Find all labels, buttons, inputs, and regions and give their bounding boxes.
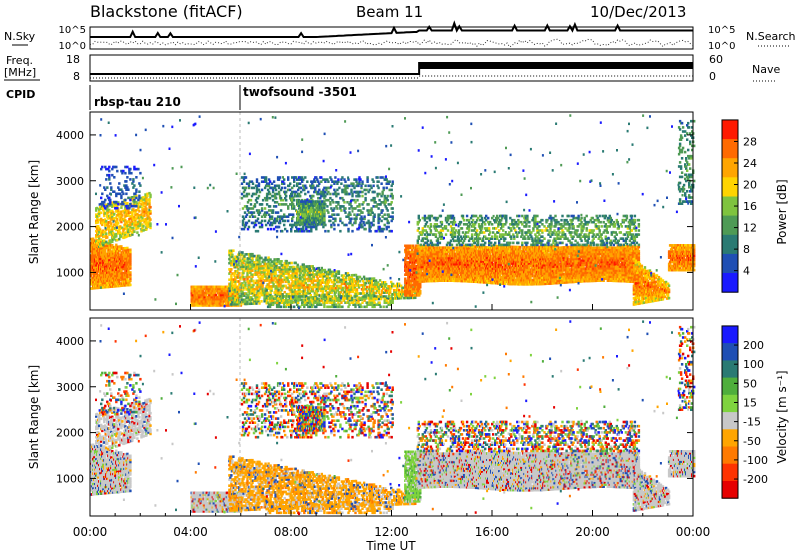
colorbar-tick-label: 200 [743, 339, 764, 352]
colorbar-segment [722, 158, 738, 178]
noise-sky-trace [90, 23, 693, 37]
freq-right-tick-low: 0 [709, 70, 716, 83]
colorbar-segment [722, 378, 738, 396]
colorbar-segment [722, 412, 738, 430]
colorbar-tick-label: -100 [743, 454, 768, 467]
y-tick-label: 4000 [56, 335, 84, 348]
x-tick-label: 00:00 [676, 525, 711, 539]
noise-right-tick-high: 10^5 [708, 25, 735, 36]
colorbar-tick-label: 28 [743, 135, 757, 148]
colorbar-tick-label: -15 [743, 416, 761, 429]
power-echo-map [90, 114, 695, 309]
date-title: 10/Dec/2013 [590, 3, 686, 21]
x-tick-label: 08:00 [274, 525, 309, 539]
y-tick-label: 2000 [56, 221, 84, 234]
colorbar-tick-label: 20 [743, 179, 757, 192]
colorbar-tick-label: -50 [743, 435, 761, 448]
y-tick-label: 1000 [56, 266, 84, 279]
colorbar-tick-label: 15 [743, 396, 757, 409]
cpid-mode-2: twofsound -3501 [243, 85, 357, 99]
y-tick-label: 3000 [56, 381, 84, 394]
colorbar-segment [722, 139, 738, 159]
x-axis-label: Time UT [365, 539, 416, 553]
y-tick-label: 3000 [56, 175, 84, 188]
beam-title: Beam 11 [356, 3, 423, 21]
velocity-colorbar-label: Velocity [m s⁻¹] [775, 370, 789, 463]
colorbar-segment [722, 481, 738, 499]
colorbar-segment [722, 177, 738, 197]
colorbar-tick-label: 16 [743, 200, 757, 213]
colorbar-tick-label: 24 [743, 157, 757, 170]
power-panel: 1000 2000 3000 4000 Slant Range [km] 28 24 20… [27, 112, 789, 310]
power-colorbar-label: Power [dB] [775, 179, 789, 244]
freq-left-label-2: [MHz] [4, 66, 36, 79]
freq-left-tick-high: 18 [66, 53, 80, 66]
frequency-panel: Freq. [MHz] 18 8 60 0 Nave [4, 53, 780, 83]
velocity-panel: 1000 2000 3000 4000 00:00 04:00 08:00 12:00 16:… [27, 304, 789, 553]
station-title: Blackstone (fitACF) [90, 2, 243, 21]
freq-right-tick-high: 60 [709, 53, 723, 66]
velocity-y-label: Slant Range [km] [27, 365, 41, 469]
colorbar-segment [722, 120, 738, 140]
noise-panel: N.Sky 10^5 10^0 10^5 10^0 N.Search [4, 23, 796, 52]
nave-trace [90, 76, 693, 78]
noise-search-trace [90, 39, 693, 47]
noise-right-label: N.Search [746, 30, 796, 43]
colorbar-segment [722, 343, 738, 361]
x-tick-label: 12:00 [374, 525, 409, 539]
x-tick-label: 20:00 [575, 525, 610, 539]
cpid-mode-1: rbsp-tau 210 [94, 95, 181, 109]
colorbar-segment [722, 429, 738, 447]
colorbar-segment [722, 360, 738, 378]
colorbar-tick-label: 4 [743, 265, 750, 278]
noise-right-tick-low: 10^0 [708, 41, 735, 52]
colorbar-tick-label: 100 [743, 358, 764, 371]
y-tick-label: 2000 [56, 427, 84, 440]
cpid-row: CPID rbsp-tau 210 twofsound -3501 [6, 85, 357, 110]
velocity-colorbar: 200 100 50 15 -15 -50 -100 -200 [722, 326, 768, 499]
y-tick-label: 4000 [56, 129, 84, 142]
x-tick-label: 16:00 [475, 525, 510, 539]
colorbar-segment [722, 447, 738, 465]
power-colorbar: 28 24 20 16 12 8 4 [722, 120, 757, 293]
colorbar-tick-label: 12 [743, 222, 757, 235]
freq-left-tick-low: 8 [73, 70, 80, 83]
x-tick-label: 04:00 [173, 525, 208, 539]
colorbar-tick-label: 50 [743, 377, 757, 390]
colorbar-tick-label: 8 [743, 243, 750, 256]
x-tick-label: 00:00 [73, 525, 108, 539]
noise-left-label: N.Sky [4, 30, 36, 43]
noise-left-tick-low: 10^0 [59, 41, 86, 52]
frequency-dense-band [419, 64, 693, 69]
colorbar-segment [722, 216, 738, 236]
y-tick-label: 1000 [56, 472, 84, 485]
cpid-label: CPID [6, 88, 35, 101]
colorbar-segment [722, 273, 738, 293]
colorbar-segment [722, 326, 738, 344]
colorbar-segment [722, 395, 738, 413]
colorbar-tick-label: -200 [743, 473, 768, 486]
radar-summary-plot: Blackstone (fitACF) Beam 11 10/Dec/2013 … [0, 0, 800, 554]
power-y-label: Slant Range [km] [27, 160, 41, 264]
noise-left-tick-high: 10^5 [59, 25, 86, 36]
velocity-echo-map [90, 320, 695, 515]
colorbar-segment [722, 235, 738, 255]
freq-right-label: Nave [752, 63, 780, 76]
